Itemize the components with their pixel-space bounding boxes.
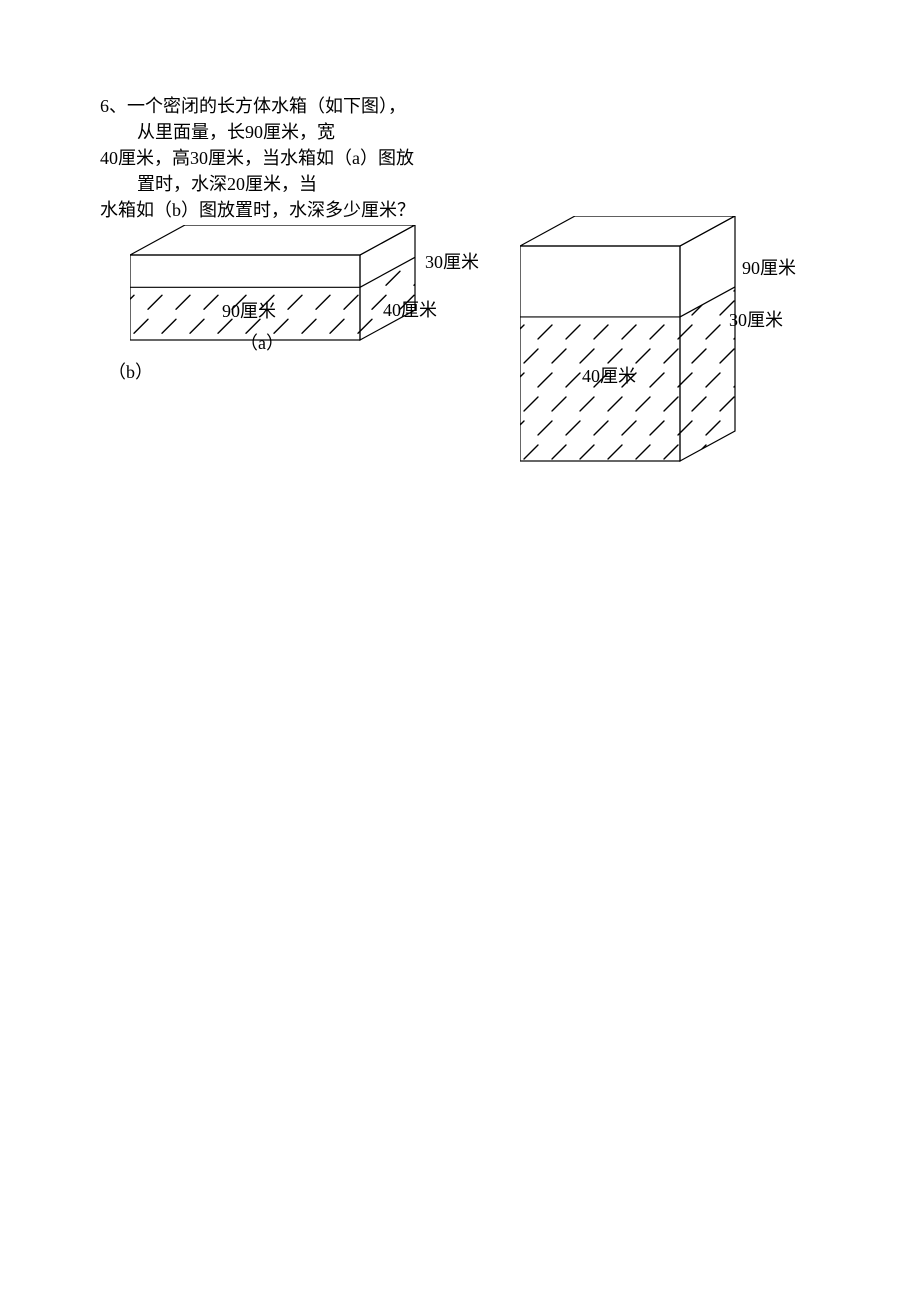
figB-front-label: 40厘米 bbox=[582, 362, 636, 388]
problem-line-5: 水箱如（b）图放置时，水深多少厘米？ bbox=[100, 196, 415, 222]
page: 6、一个密闭的长方体水箱（如下图）， 从里面量，长90厘米，宽 40厘米，高30… bbox=[0, 0, 920, 1302]
problem-line-3: 40厘米，高30厘米，当水箱如（a）图放 bbox=[100, 144, 414, 170]
figA-height-label: 30厘米 bbox=[425, 248, 479, 274]
figA-front-label: 90厘米 bbox=[222, 297, 276, 323]
label-b: （b） bbox=[108, 358, 153, 384]
figure-b bbox=[520, 216, 780, 496]
figA-caption: （a） bbox=[240, 329, 284, 355]
figA-side-label: 40厘米 bbox=[383, 296, 437, 322]
problem-line-2: 从里面量，长90厘米，宽 bbox=[137, 118, 335, 144]
figB-height-label: 90厘米 bbox=[742, 254, 796, 280]
problem-line-4: 置时，水深20厘米，当 bbox=[137, 170, 317, 196]
problem-line-1: 6、一个密闭的长方体水箱（如下图）， bbox=[100, 92, 406, 118]
figB-side-label: 30厘米 bbox=[729, 306, 783, 332]
